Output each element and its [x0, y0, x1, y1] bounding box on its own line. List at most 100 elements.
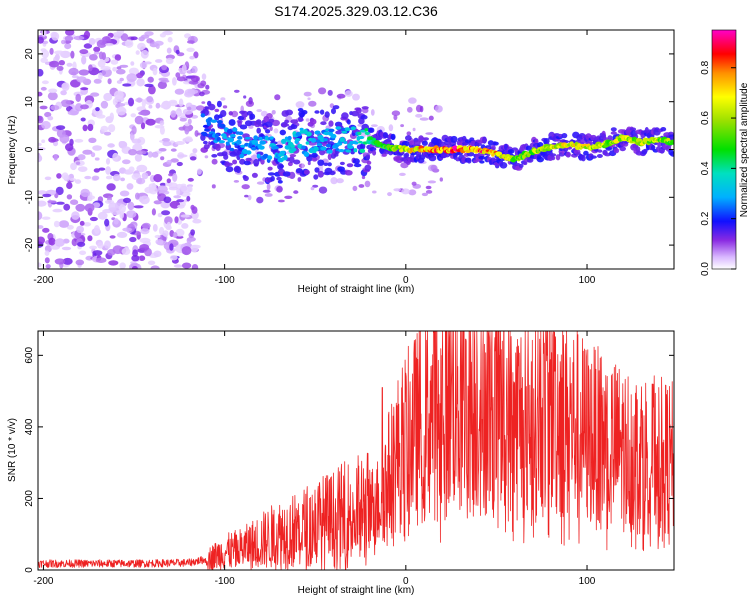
noise-blob	[52, 208, 63, 213]
ridge-halo	[366, 160, 372, 165]
noise-blob	[42, 193, 52, 198]
noise-blob	[53, 220, 60, 228]
noise-blob	[47, 91, 58, 101]
ridge-halo	[353, 163, 362, 168]
noise-blob	[56, 173, 62, 179]
noise-blob	[130, 113, 137, 118]
snr-y-ticks: 0 200 400 600	[24, 347, 674, 573]
noise-blob	[138, 255, 146, 261]
ridge-halo	[365, 154, 370, 160]
noise-blob	[186, 47, 195, 52]
noise-blob	[284, 195, 293, 199]
noise-blob	[38, 211, 43, 221]
ridge-core	[237, 136, 243, 140]
ridge-halo	[263, 116, 270, 123]
ridge-halo	[536, 156, 544, 163]
ridge-halo	[301, 110, 308, 115]
noise-blob	[147, 260, 156, 266]
ridge-core	[216, 120, 223, 124]
ridge-halo	[368, 127, 375, 133]
ridge-halo	[249, 113, 256, 120]
noise-blob	[107, 143, 115, 148]
noise-blob	[187, 89, 199, 95]
ridge-core	[354, 141, 359, 145]
noise-blob	[189, 55, 195, 60]
noise-blob	[166, 178, 171, 184]
ridge-core	[335, 126, 342, 130]
noise-blob	[60, 99, 71, 108]
noise-blob	[61, 172, 69, 180]
noise-blob	[166, 221, 171, 230]
noise-blob	[186, 70, 193, 74]
noise-blob	[248, 125, 254, 129]
noise-blob	[56, 201, 65, 205]
snr-frame	[37, 330, 675, 571]
noise-blob	[107, 78, 112, 85]
noise-blob	[187, 177, 194, 182]
ridge-core	[357, 131, 362, 136]
noise-blob	[408, 189, 417, 196]
noise-blob	[84, 175, 92, 180]
ridge-halo	[265, 129, 271, 134]
ridge-core	[347, 145, 354, 149]
ridge-halo	[267, 166, 273, 171]
noise-blob	[118, 141, 124, 146]
noise-blob	[127, 201, 135, 211]
ridge-halo	[289, 154, 297, 158]
noise-blob	[103, 131, 112, 136]
ridge-halo	[390, 133, 396, 141]
noise-blob	[61, 83, 68, 89]
ridge-core	[200, 113, 206, 118]
spectrogram-y-label: Frequency (Hz)	[7, 116, 18, 185]
noise-blob	[105, 43, 114, 47]
ridge-core	[206, 120, 212, 127]
noise-blob	[41, 49, 49, 59]
ridge-halo	[474, 142, 482, 147]
noise-blob	[50, 105, 60, 111]
colorbar-tick-label: 0.0	[700, 262, 711, 276]
noise-blob	[172, 77, 177, 86]
ridge-halo	[216, 100, 222, 108]
ridge-core	[227, 137, 234, 143]
noise-blob	[128, 67, 139, 76]
noise-blob	[53, 154, 58, 161]
noise-blob	[157, 212, 163, 218]
noise-blob	[113, 218, 119, 225]
ridge-core	[320, 146, 327, 151]
noise-blob	[168, 186, 179, 191]
ridge-core	[287, 135, 292, 141]
ridge-halo	[319, 109, 325, 115]
noise-blob	[186, 195, 191, 202]
noise-blob	[173, 264, 183, 268]
noise-blob	[175, 141, 186, 145]
noise-blob	[152, 67, 158, 76]
noise-blob	[81, 55, 87, 65]
noise-blob	[144, 83, 154, 88]
ridge-core	[281, 138, 287, 144]
ridge-core	[299, 127, 304, 131]
noise-blob	[97, 242, 104, 249]
noise-blob	[98, 167, 106, 171]
ridge-core	[258, 145, 265, 150]
noise-blob	[196, 132, 202, 136]
ridge-halo	[442, 153, 451, 158]
ridge-halo	[328, 120, 334, 127]
noise-blob	[90, 152, 96, 158]
noise-blob	[101, 68, 112, 77]
noise-blob	[38, 200, 47, 207]
y-tick-label: 600	[24, 347, 35, 364]
noise-blob	[166, 159, 173, 165]
y-tick-label: 200	[24, 490, 35, 507]
spectrogram-y-ticks: -20 -10 0 10 20	[24, 48, 674, 252]
noise-blob	[148, 183, 157, 190]
ridge-halo	[268, 118, 275, 123]
ridge-halo	[311, 152, 318, 158]
noise-blob	[83, 43, 93, 49]
noise-blob	[415, 113, 423, 118]
spectrogram-x-ticks: -200 -100 0 100	[33, 30, 596, 286]
ridge-halo	[335, 130, 342, 135]
noise-blob	[44, 176, 52, 181]
ridge-core	[367, 136, 374, 141]
ridge-core	[497, 152, 502, 155]
